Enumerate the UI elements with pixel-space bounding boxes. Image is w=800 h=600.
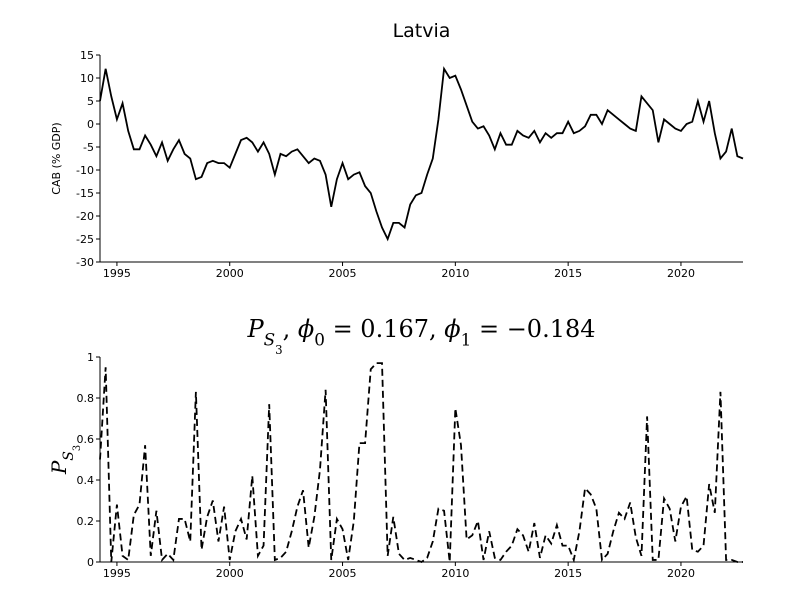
y-tick-label: 0: [87, 556, 94, 569]
y-tick-label: 0: [87, 118, 94, 131]
y-tick-label: 0.6: [77, 433, 95, 446]
y-tick-label: -30: [76, 256, 94, 269]
math-part: S: [61, 451, 77, 461]
math-part: P: [47, 460, 71, 475]
y-tick-label: 5: [87, 95, 94, 108]
math-part: = −0.184: [471, 315, 595, 343]
x-tick-label: 2015: [554, 267, 582, 280]
math-part: ϕ: [444, 315, 460, 343]
x-tick-label: 2020: [667, 267, 695, 280]
math-part: = 0.167,: [325, 315, 444, 343]
y-tick-label: 0.4: [77, 474, 95, 487]
data-line: [99, 362, 743, 564]
y-tick-label: 1: [87, 351, 94, 364]
x-tick-label: 2005: [329, 567, 357, 580]
y-tick-label: -15: [76, 187, 94, 200]
math-part: P: [246, 315, 264, 343]
math-part: 3: [275, 343, 282, 357]
y-tick-label: 0.8: [77, 392, 95, 405]
math-part: ϕ: [298, 315, 314, 343]
data-line: [99, 66, 744, 242]
x-tick-label: 1995: [103, 567, 131, 580]
y-tick-label: -20: [76, 210, 94, 223]
chart-title: PS3, ϕ0 = 0.167, ϕ1 = −0.184: [246, 315, 595, 357]
math-part: 0: [314, 329, 325, 349]
y-tick-label: 0.2: [77, 515, 95, 528]
y-tick-label: -10: [76, 164, 94, 177]
x-tick-label: 2010: [441, 267, 469, 280]
x-tick-label: 2010: [441, 567, 469, 580]
y-tick-label: -5: [83, 141, 94, 154]
x-tick-label: 2020: [667, 567, 695, 580]
x-tick-label: 2000: [216, 267, 244, 280]
y-tick-label: -25: [76, 233, 94, 246]
y-axis-label: PS3: [47, 445, 83, 475]
math-part: S: [264, 329, 276, 349]
math-part: ,: [283, 315, 298, 343]
x-tick-label: 2005: [329, 267, 357, 280]
y-axis-label: CAB (% GDP): [50, 122, 63, 194]
x-tick-label: 2015: [554, 567, 582, 580]
y-tick-label: 15: [80, 49, 94, 62]
math-part: 1: [461, 329, 472, 349]
x-tick-label: 1995: [103, 267, 131, 280]
math-part: 3: [72, 445, 83, 451]
y-tick-label: 10: [80, 72, 94, 85]
chart-title: Latvia: [393, 20, 451, 42]
x-tick-label: 2000: [216, 567, 244, 580]
